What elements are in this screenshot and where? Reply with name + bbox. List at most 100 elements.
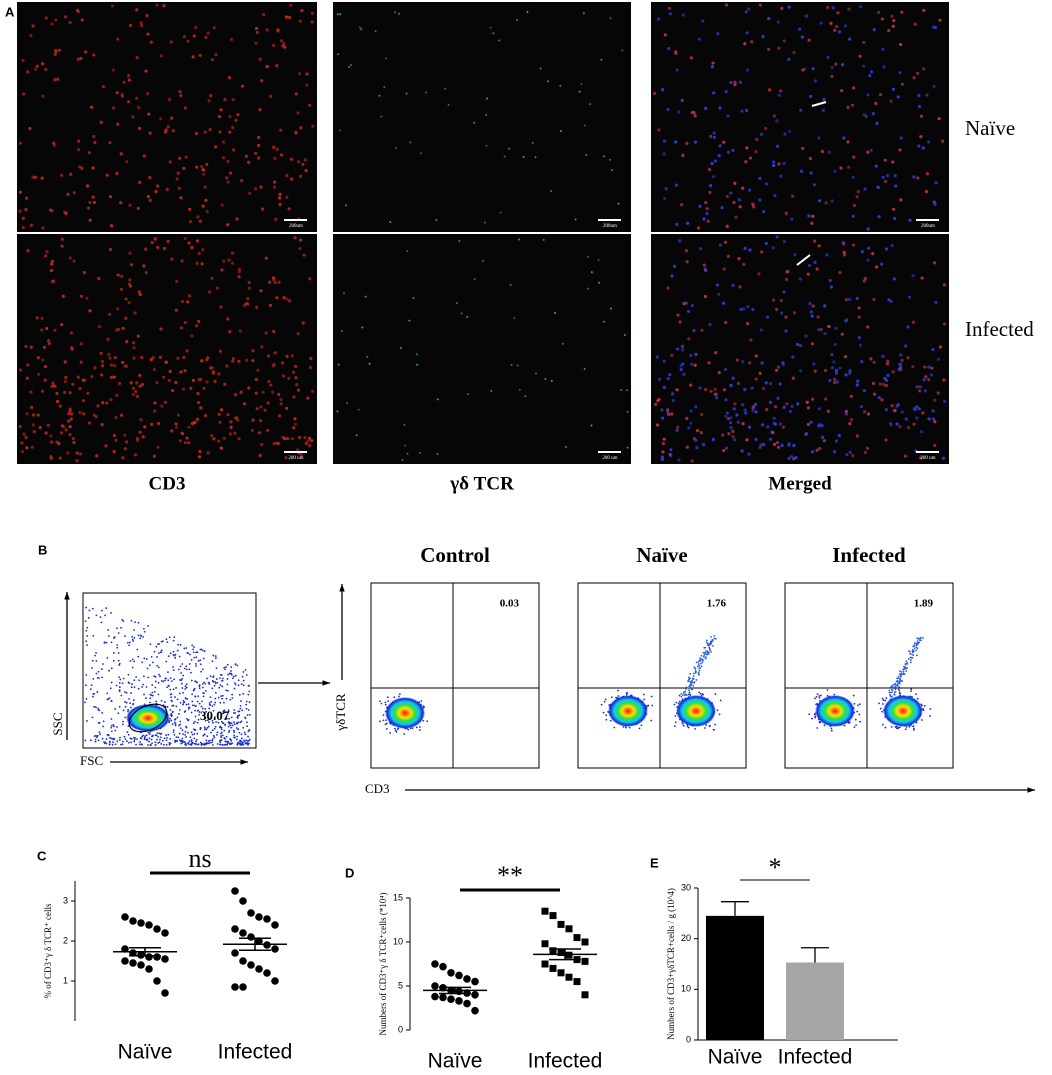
event [207,721,210,723]
event [188,706,190,709]
cell [782,39,786,43]
cell [212,26,216,30]
event [84,701,86,704]
event [117,652,120,654]
event [199,663,202,666]
event [902,670,905,673]
data-point [263,915,271,923]
event [700,662,702,665]
cell [694,438,698,442]
cell [767,47,771,51]
cell [166,125,170,129]
quadrant-plot [370,582,540,769]
cell [751,202,755,206]
cell [90,374,94,379]
event [211,739,214,742]
event [165,734,167,737]
event [195,740,198,743]
event [173,733,176,736]
cell [69,417,73,421]
cell [782,161,786,166]
cell [275,64,279,68]
quadrant-plot [577,582,747,769]
event [385,722,388,725]
cell [772,163,776,168]
cell [51,279,56,283]
event [232,675,235,678]
event [859,720,862,723]
cell [78,452,82,456]
cell [260,79,264,83]
cell [364,295,367,298]
cell [733,181,737,185]
cell [666,410,670,414]
cell [889,299,893,303]
cell [927,417,931,421]
cell [768,382,773,386]
data-point [255,913,263,921]
cell [825,5,830,10]
cell [841,240,845,245]
event [816,727,819,729]
cell [55,391,59,395]
event [628,726,631,729]
event [200,705,203,708]
cell [43,365,48,369]
cell [817,407,822,411]
event [193,646,195,648]
cell [292,426,296,430]
event [199,728,202,731]
cell [104,444,108,448]
cell [754,402,758,406]
event [133,686,136,689]
flow-events [600,634,722,731]
cell [299,238,303,242]
event [146,739,148,742]
cell [47,341,51,346]
event [101,737,104,740]
event [247,730,250,733]
cell [436,452,439,455]
event [177,736,180,739]
event [914,642,917,644]
event [197,718,200,721]
cell [857,306,861,310]
scale-bar-label: 200 um [288,456,303,461]
cell [817,244,821,248]
event [118,686,121,688]
cell [174,380,178,385]
cell [842,250,846,254]
cell [35,316,39,320]
cell [256,368,260,372]
event [236,722,238,724]
cell [131,392,135,397]
cell [245,358,249,362]
event [121,682,124,685]
cell [218,420,222,424]
cell [846,140,850,144]
cell [162,4,166,8]
event [688,689,690,692]
event [699,657,701,660]
cell [847,297,852,301]
cell [99,120,103,124]
event [124,701,126,703]
cell [253,151,258,155]
event [238,693,241,696]
y-axis-label: Numbers of CD3+γδTCR+cells / g (10^4) [666,888,676,1040]
cell [404,444,407,447]
event [610,696,613,699]
event [196,732,199,735]
event [650,719,653,722]
cell [217,412,221,416]
cell [66,192,70,196]
cell [918,385,922,389]
cell [68,256,72,260]
data-point [447,969,455,977]
cell [690,459,694,463]
event [190,739,193,741]
data-point [431,960,439,968]
event [165,660,168,663]
cell [934,300,938,304]
event [234,683,237,686]
